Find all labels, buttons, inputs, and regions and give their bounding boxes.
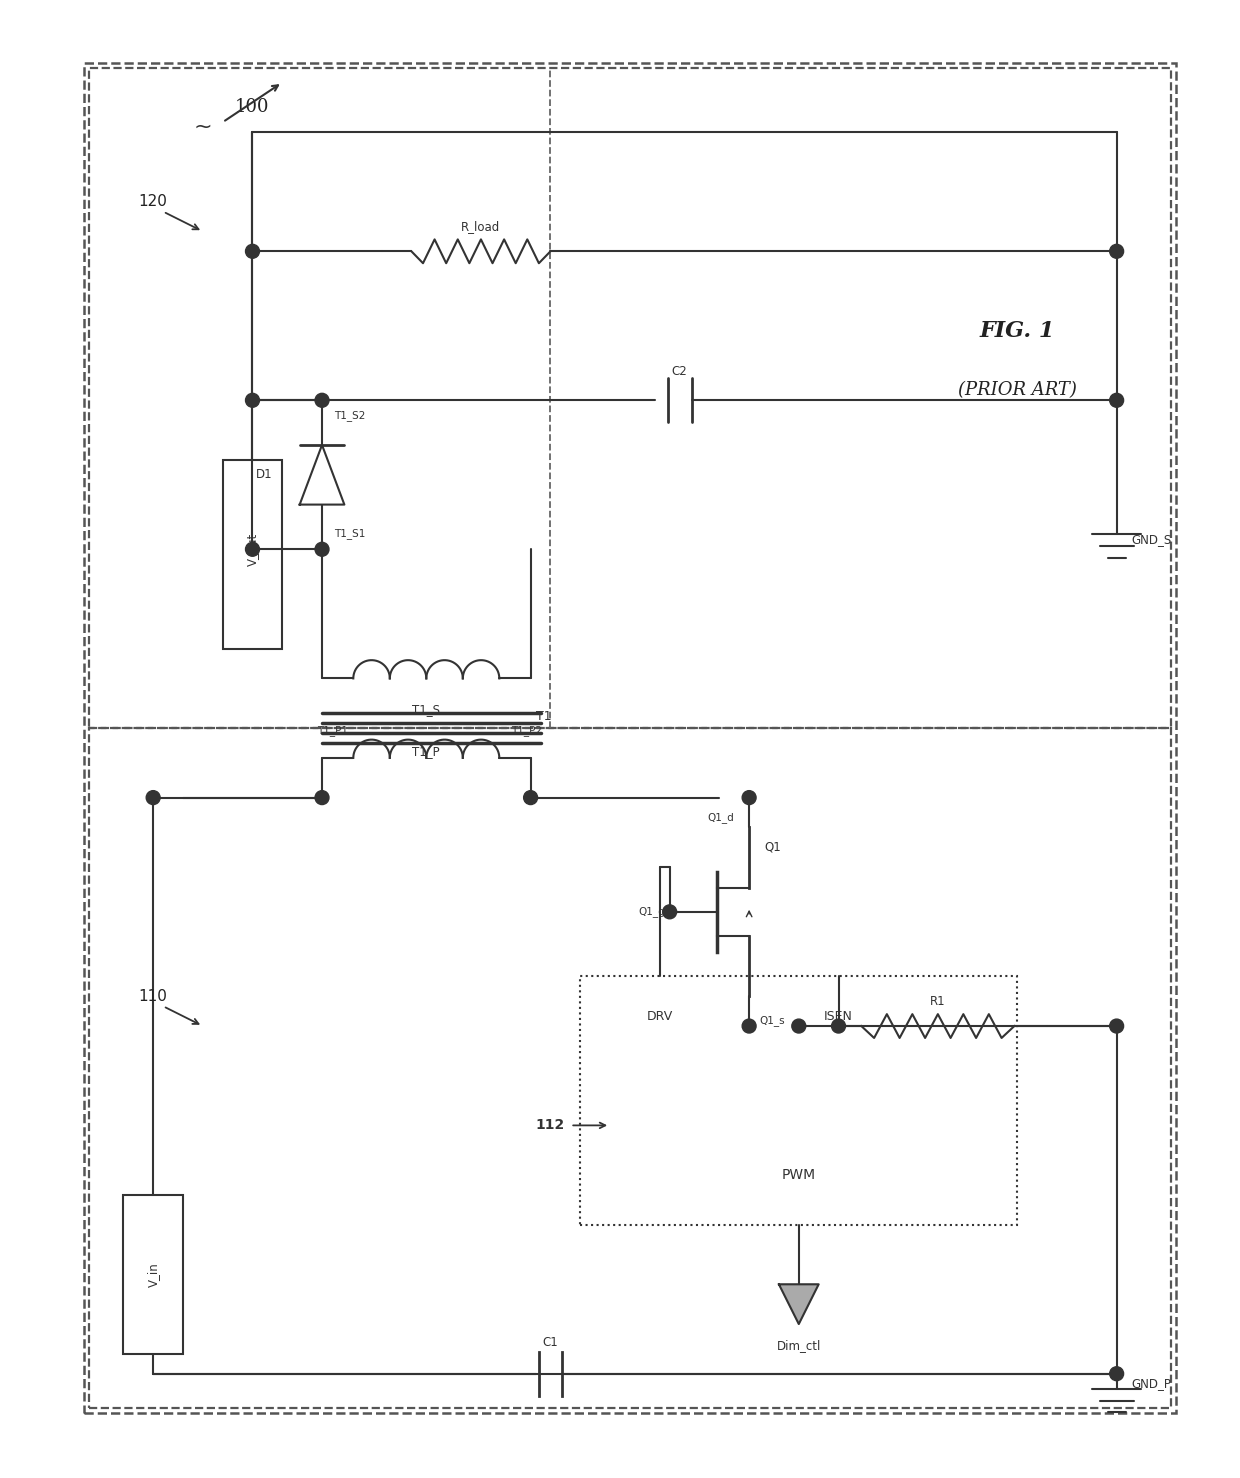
Bar [580,977,1017,1225]
Circle shape [743,791,756,804]
Text: D1: D1 [255,469,273,482]
Text: 100: 100 [236,98,270,117]
Text: T1_P2: T1_P2 [511,726,542,736]
Circle shape [315,393,329,408]
Text: T1_S2: T1_S2 [334,411,366,421]
Text: (PRIOR ART): (PRIOR ART) [957,381,1076,399]
Circle shape [1110,1367,1123,1380]
Text: T1: T1 [536,709,552,723]
Circle shape [1110,244,1123,259]
Circle shape [662,905,677,919]
Circle shape [246,542,259,556]
Text: T1_P1: T1_P1 [317,726,348,736]
Text: V_in: V_in [146,1262,160,1287]
Text: FIG. 1: FIG. 1 [980,319,1055,341]
Circle shape [315,542,329,556]
Bar [88,68,1172,729]
Circle shape [523,791,538,804]
Text: T1_S1: T1_S1 [334,529,366,539]
Text: 120: 120 [139,194,167,208]
Text: Dim_ctl: Dim_ctl [776,1339,821,1352]
Bar [88,729,1172,1409]
Circle shape [246,393,259,408]
Text: R1: R1 [930,995,946,1008]
Text: Q1_g: Q1_g [637,906,665,918]
Circle shape [1110,393,1123,408]
Text: C2: C2 [672,365,687,378]
Text: ~: ~ [193,117,212,137]
Text: C1: C1 [543,1336,558,1349]
Text: Q1: Q1 [764,841,781,854]
Text: T1_S: T1_S [413,704,440,717]
Text: PWM: PWM [781,1168,816,1182]
Circle shape [743,1020,756,1033]
Circle shape [1110,1020,1123,1033]
Circle shape [315,791,329,804]
Text: DRV: DRV [646,1009,673,1023]
Circle shape [246,244,259,259]
Bar [223,460,283,649]
Text: 110: 110 [139,989,167,1004]
Bar [123,1194,184,1354]
Bar [83,62,1177,1413]
Circle shape [832,1020,846,1033]
Text: 112: 112 [536,1119,565,1132]
Text: Q1_d: Q1_d [708,813,734,823]
Circle shape [146,791,160,804]
Polygon shape [779,1284,818,1324]
Text: GND_P: GND_P [1132,1377,1172,1391]
Circle shape [792,1020,806,1033]
Text: GND_S: GND_S [1132,534,1172,545]
Text: ISEN: ISEN [825,1009,853,1023]
Text: Q1_s: Q1_s [759,1015,785,1026]
Text: T1_P: T1_P [413,745,440,758]
Text: V_out: V_out [246,532,259,566]
Text: R_load: R_load [461,220,501,234]
